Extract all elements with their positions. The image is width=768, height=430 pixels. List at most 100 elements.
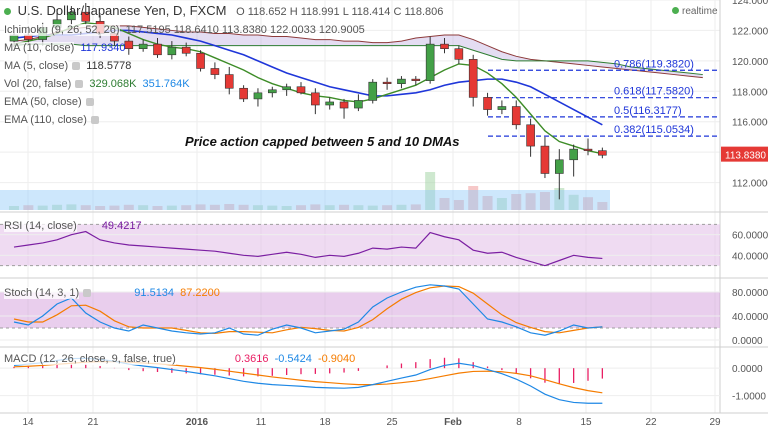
legend-macd-hist-value: 0.3616 bbox=[234, 353, 269, 365]
gear-icon[interactable] bbox=[75, 80, 84, 89]
volume-bar bbox=[324, 205, 335, 210]
time-tick-label: Feb bbox=[444, 417, 462, 428]
gear-icon[interactable] bbox=[72, 62, 81, 71]
price-axis: 124.0000 122.0000 120.0000 118.0000 116.0000… bbox=[719, 0, 768, 413]
candle bbox=[569, 144, 578, 177]
candle bbox=[67, 6, 76, 25]
candle-body bbox=[267, 89, 277, 94]
candle-body bbox=[124, 40, 134, 49]
candle-body bbox=[526, 124, 535, 147]
gear-icon[interactable] bbox=[85, 98, 94, 107]
volume-bars bbox=[0, 172, 610, 210]
volume-bar bbox=[525, 193, 536, 210]
legend-ema110[interactable]: EMA (110, close) bbox=[4, 114, 99, 127]
legend-stoch-d-value: 87.2200 bbox=[180, 287, 220, 299]
candle-body bbox=[483, 97, 492, 110]
fib-level-label: 0.5(116.3177) bbox=[614, 105, 682, 117]
time-tick-label: 25 bbox=[386, 417, 398, 428]
legend-volume[interactable]: Vol (20, false) 329.068K 351.764K bbox=[4, 78, 190, 91]
volume-bar bbox=[353, 205, 364, 210]
candle bbox=[497, 100, 507, 115]
candle-body bbox=[598, 150, 607, 156]
volume-bar bbox=[238, 204, 249, 210]
legend-ma5-name: MA (5, close) bbox=[4, 60, 69, 72]
candle bbox=[440, 38, 449, 54]
volume-bar bbox=[396, 204, 407, 210]
ohlc-readout: O 118.652 H 118.991 L 118.414 C 118.806 bbox=[236, 6, 444, 18]
legend-ema50[interactable]: EMA (50, close) bbox=[4, 96, 94, 109]
candle-body bbox=[224, 74, 234, 89]
candle bbox=[454, 45, 464, 64]
time-tick-label: 15 bbox=[580, 417, 592, 428]
volume-bar bbox=[66, 204, 77, 210]
last-price-label: 113.8380 bbox=[725, 151, 766, 162]
candle bbox=[368, 79, 378, 104]
volume-bar bbox=[138, 205, 149, 210]
volume-bar bbox=[453, 200, 464, 210]
volume-bar bbox=[496, 198, 507, 210]
candle-body bbox=[138, 43, 148, 49]
candle-body bbox=[569, 148, 578, 161]
volume-bar bbox=[123, 204, 134, 210]
time-tick-label: 2016 bbox=[186, 417, 209, 428]
price-tick-label: 124.0000 bbox=[732, 0, 768, 7]
candle-body bbox=[167, 46, 177, 56]
legend-ma10[interactable]: MA (10, close) 117.9340 bbox=[4, 42, 125, 55]
time-axis: 14 21 2016 11 18 25 Feb 8 15 22 29 bbox=[22, 417, 721, 428]
candle bbox=[138, 39, 148, 52]
volume-bar bbox=[152, 206, 163, 210]
candle bbox=[554, 149, 564, 200]
volume-bar bbox=[109, 205, 120, 210]
price-tick-label: 122.0000 bbox=[732, 26, 768, 37]
indicator-tick-label: 0.0000 bbox=[732, 364, 763, 375]
candle-body bbox=[181, 46, 191, 54]
volume-bar bbox=[468, 186, 479, 210]
indicator-tick-label: 80.0000 bbox=[732, 288, 768, 299]
candle-body bbox=[354, 100, 363, 109]
indicator-tick-label: 40.0000 bbox=[732, 312, 768, 323]
volume-bar bbox=[439, 198, 450, 210]
status-dot-icon bbox=[4, 8, 11, 16]
realtime-dot-icon bbox=[672, 7, 679, 14]
volume-bar bbox=[339, 204, 350, 210]
legend-rsi[interactable]: RSI (14, close) 49.4217 bbox=[4, 220, 142, 233]
candle-body bbox=[540, 145, 550, 174]
candle bbox=[210, 62, 220, 80]
candle-body bbox=[454, 48, 464, 60]
indicator-tick-label: 60.0000 bbox=[732, 231, 768, 242]
legend-ema50-name: EMA (50, close) bbox=[4, 96, 82, 108]
legend-volume-name: Vol (20, false) bbox=[4, 78, 72, 90]
candle-body bbox=[239, 87, 248, 100]
symbol-label: U.S. Dollar/Japanese Yen, D, FXCM bbox=[17, 3, 227, 18]
gear-icon[interactable] bbox=[83, 289, 92, 298]
volume-bar bbox=[9, 206, 19, 210]
volume-bar bbox=[410, 204, 421, 210]
legend-ma5-value: 118.5778 bbox=[86, 60, 132, 72]
volume-bar bbox=[195, 204, 206, 210]
realtime-badge: realtime bbox=[672, 6, 718, 17]
indicator-tick-label: 40.0000 bbox=[732, 251, 768, 262]
time-tick-label: 11 bbox=[256, 417, 267, 428]
legend-volume-ma-value: 351.764K bbox=[142, 78, 190, 90]
legend-ichimoku[interactable]: Ichimoku (9, 26, 52, 26) 117.5195 118.64… bbox=[4, 24, 365, 37]
legend-ma5[interactable]: MA (5, close) 118.5778 bbox=[4, 60, 131, 73]
candle bbox=[296, 82, 306, 95]
realtime-label: realtime bbox=[682, 6, 718, 17]
volume-bar bbox=[52, 204, 63, 210]
legend-macd[interactable]: MACD (12, 26, close, 9, false, true) 0.3… bbox=[4, 353, 355, 366]
gear-icon[interactable] bbox=[90, 116, 99, 125]
volume-bar bbox=[37, 205, 48, 210]
volume-bar bbox=[252, 205, 263, 210]
volume-ma-area bbox=[0, 190, 610, 210]
volume-bar bbox=[224, 204, 235, 210]
indicator-panes: 60.0000 40.0000 80.0000 40.0000 0.0000 0.0000… bbox=[0, 211, 768, 414]
candle-body bbox=[296, 86, 306, 94]
legend-macd-signal-value: -0.9040 bbox=[317, 353, 356, 365]
cloud-senkou-a bbox=[13, 25, 703, 79]
legend-ema110-name: EMA (110, close) bbox=[4, 114, 87, 126]
candle bbox=[583, 138, 593, 156]
legend-stoch[interactable]: Stoch (14, 3, 1) 91.5134 87.2200 bbox=[4, 287, 220, 300]
macd-signal-line bbox=[13, 361, 603, 394]
candle bbox=[181, 42, 191, 57]
candle-body bbox=[339, 101, 349, 109]
